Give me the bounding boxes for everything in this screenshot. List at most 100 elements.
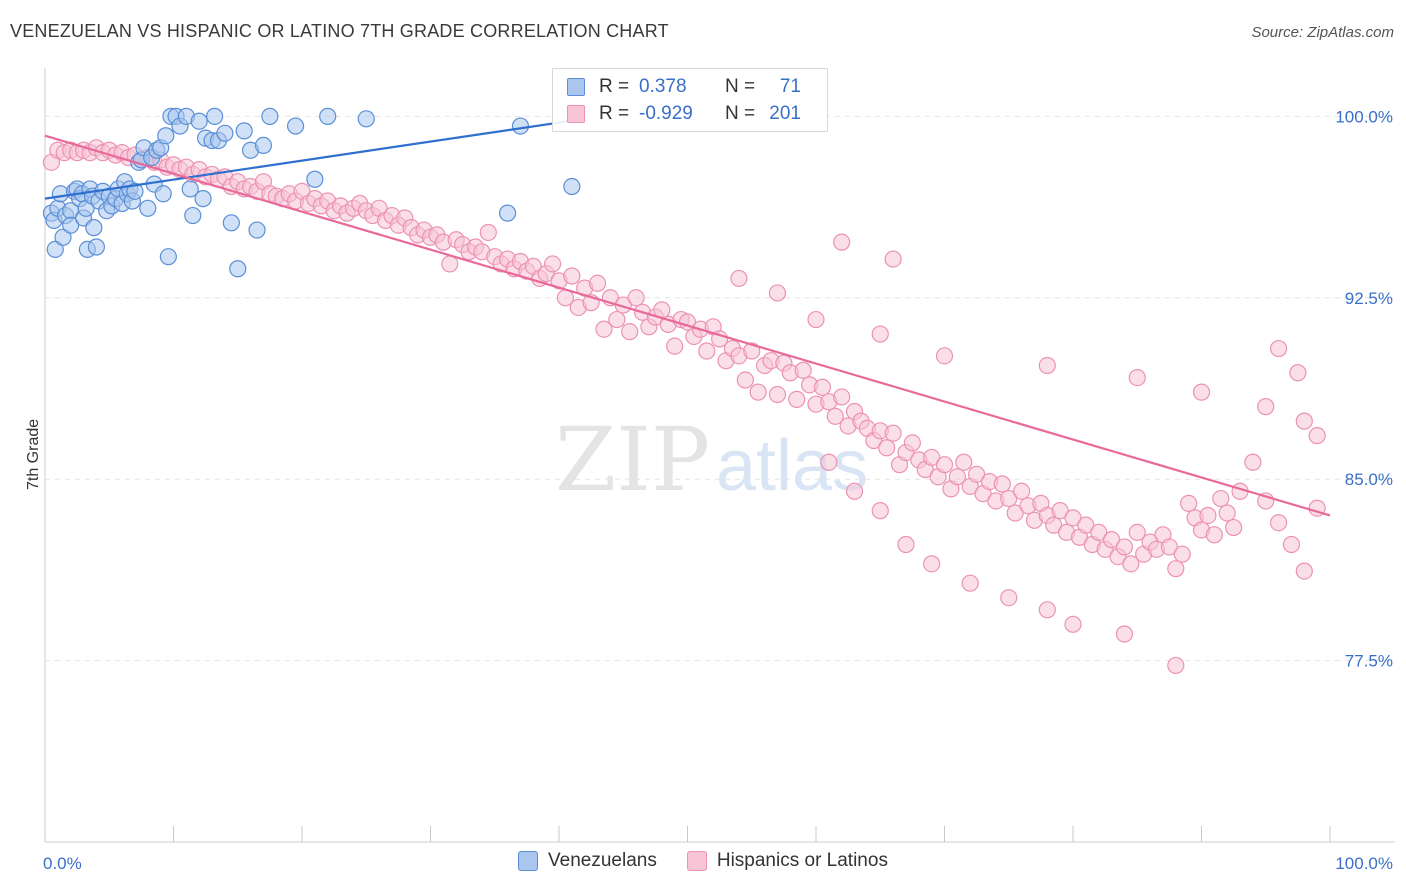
series-venezuelans-points bbox=[42, 107, 581, 278]
point-hispanics bbox=[897, 535, 915, 554]
legend-swatch-pink bbox=[686, 851, 707, 871]
point-hispanics bbox=[845, 482, 864, 500]
point-hispanics bbox=[1064, 509, 1082, 527]
point-venezuelans bbox=[206, 107, 224, 125]
axes bbox=[44, 68, 1395, 843]
point-hispanics bbox=[588, 274, 607, 292]
point-venezuelans bbox=[46, 240, 64, 259]
point-hispanics bbox=[1192, 383, 1211, 401]
point-hispanics bbox=[1205, 526, 1223, 544]
point-hispanics bbox=[1012, 482, 1031, 500]
y-axis-label: 7th Grade bbox=[25, 418, 42, 490]
point-hispanics bbox=[871, 502, 889, 520]
point-venezuelans bbox=[563, 177, 581, 196]
point-hispanics bbox=[1115, 538, 1134, 556]
legend-swatch-blue bbox=[567, 78, 585, 96]
point-hispanics bbox=[1038, 601, 1056, 619]
point-hispanics bbox=[794, 361, 812, 379]
point-hispanics bbox=[563, 267, 581, 285]
point-venezuelans bbox=[184, 206, 202, 225]
point-venezuelans bbox=[261, 107, 279, 125]
point-hispanics bbox=[993, 475, 1011, 493]
point-hispanics bbox=[1160, 538, 1178, 556]
point-hispanics bbox=[736, 371, 754, 389]
gridlines bbox=[45, 115, 1395, 662]
point-hispanics bbox=[826, 407, 844, 425]
point-hispanics bbox=[768, 385, 787, 404]
point-hispanics bbox=[1167, 560, 1185, 578]
point-hispanics bbox=[1225, 518, 1243, 537]
y-tick-label: 77.5% bbox=[1345, 652, 1393, 671]
legend-n-label: N = bbox=[725, 76, 756, 97]
legend-item-hispanics[interactable]: Hispanics or Latinos bbox=[686, 850, 888, 872]
point-hispanics bbox=[935, 347, 954, 365]
point-hispanics bbox=[1038, 356, 1056, 375]
series-legend: Venezuelans Hispanics or Latinos bbox=[0, 850, 1406, 872]
legend-row-hispanics: R = -0.929 N = 201 bbox=[567, 102, 801, 126]
point-hispanics bbox=[1199, 506, 1217, 525]
point-hispanics bbox=[479, 223, 497, 242]
point-hispanics bbox=[1000, 589, 1018, 607]
correlation-legend: R = 0.378 N = 71 R = -0.929 N = 201 bbox=[552, 68, 828, 132]
point-venezuelans bbox=[222, 214, 240, 232]
trend-line-hispanics bbox=[44, 134, 1331, 517]
point-hispanics bbox=[884, 250, 902, 268]
point-hispanics bbox=[955, 453, 973, 471]
point-venezuelans bbox=[235, 122, 253, 140]
y-tick-label: 100.0% bbox=[1335, 107, 1393, 126]
source-label: Source: ZipAtlas.com bbox=[1251, 24, 1394, 41]
point-hispanics bbox=[1244, 453, 1262, 471]
point-hispanics bbox=[871, 325, 889, 343]
point-venezuelans bbox=[511, 117, 530, 135]
point-hispanics bbox=[807, 310, 825, 329]
point-hispanics bbox=[749, 383, 767, 401]
legend-n-value: 201 bbox=[769, 103, 801, 124]
point-venezuelans bbox=[254, 136, 273, 154]
point-hispanics bbox=[1269, 339, 1288, 358]
point-hispanics bbox=[1289, 364, 1307, 382]
legend-swatch-blue bbox=[518, 851, 539, 871]
point-hispanics bbox=[743, 342, 761, 360]
point-hispanics bbox=[935, 456, 954, 474]
point-hispanics bbox=[1269, 514, 1288, 532]
point-venezuelans bbox=[306, 170, 324, 188]
point-venezuelans bbox=[286, 117, 305, 135]
point-hispanics bbox=[884, 424, 902, 442]
point-hispanics bbox=[1051, 502, 1069, 520]
point-hispanics bbox=[1045, 516, 1063, 534]
point-venezuelans bbox=[87, 238, 106, 256]
point-venezuelans bbox=[62, 216, 80, 234]
point-hispanics bbox=[627, 289, 645, 307]
point-venezuelans bbox=[181, 180, 199, 198]
point-hispanics bbox=[1295, 412, 1313, 430]
point-venezuelans bbox=[248, 221, 266, 239]
legend-r-value: -0.929 bbox=[639, 103, 693, 124]
trend-lines bbox=[44, 117, 1331, 517]
point-hispanics bbox=[608, 310, 626, 329]
point-hispanics bbox=[923, 555, 941, 573]
point-hispanics bbox=[1128, 369, 1146, 387]
point-hispanics bbox=[1212, 489, 1230, 508]
legend-item-venezuelans[interactable]: Venezuelans bbox=[518, 850, 657, 872]
point-hispanics bbox=[1122, 555, 1140, 573]
point-hispanics bbox=[595, 320, 613, 338]
watermark-zip: ZIP bbox=[555, 408, 710, 511]
watermark-atlas: atlas bbox=[716, 426, 868, 506]
legend-label-hispanics: Hispanics or Latinos bbox=[716, 850, 888, 871]
point-hispanics bbox=[961, 574, 979, 592]
point-hispanics bbox=[1115, 625, 1134, 643]
trend-line-venezuelans bbox=[44, 117, 585, 200]
point-hispanics bbox=[923, 448, 941, 467]
point-hispanics bbox=[1282, 535, 1301, 554]
point-hispanics bbox=[698, 342, 716, 360]
chart-title: VENEZUELAN VS HISPANIC OR LATINO 7TH GRA… bbox=[10, 21, 669, 41]
point-hispanics bbox=[1090, 523, 1108, 542]
tick-labels: 77.5% 85.0% 92.5% 100.0% 0.0% 100.0% bbox=[43, 107, 1393, 873]
point-venezuelans bbox=[194, 190, 212, 208]
x-tick-label-right: 100.0% bbox=[1335, 854, 1393, 873]
x-tick-label-left: 0.0% bbox=[43, 854, 82, 873]
point-hispanics bbox=[768, 284, 787, 302]
point-hispanics bbox=[1308, 427, 1326, 445]
point-hispanics bbox=[441, 255, 459, 273]
